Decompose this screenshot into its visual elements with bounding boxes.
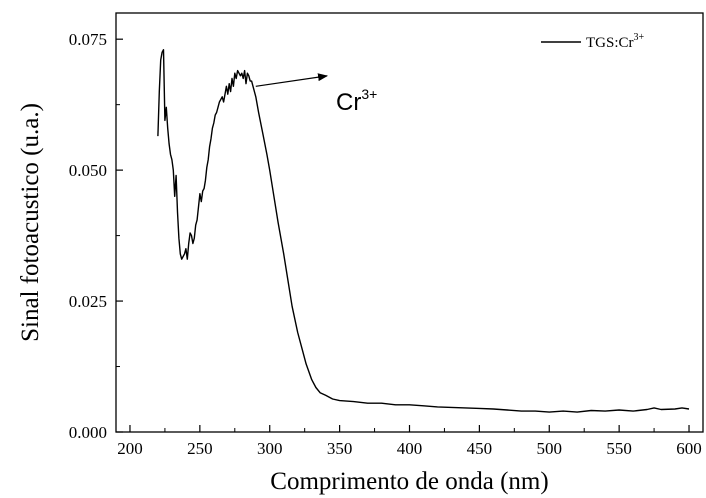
annotation-label: Cr3+ bbox=[336, 86, 377, 116]
annotation-arrow bbox=[255, 73, 329, 87]
x-tick-label: 550 bbox=[606, 439, 632, 458]
legend: TGS:Cr3+ bbox=[541, 32, 645, 51]
y-axis-title: Sinal fotoacustico (u.a.) bbox=[17, 103, 44, 342]
legend-label: TGS:Cr3+ bbox=[586, 32, 645, 51]
x-tick-label: 350 bbox=[327, 439, 353, 458]
x-axis-title: Comprimento de onda (nm) bbox=[270, 468, 548, 495]
x-tick-label: 400 bbox=[397, 439, 423, 458]
x-tick-label: 250 bbox=[187, 439, 213, 458]
series-line bbox=[157, 49, 690, 413]
y-tick-label: 0.025 bbox=[69, 292, 107, 311]
y-tick-label: 0.050 bbox=[69, 161, 107, 180]
x-tick-label: 500 bbox=[537, 439, 563, 458]
y-tick-label: 0.075 bbox=[69, 30, 107, 49]
series-layer bbox=[157, 49, 690, 413]
x-tick-label: 300 bbox=[257, 439, 283, 458]
plot-border bbox=[115, 12, 704, 433]
x-tick-label: 200 bbox=[117, 439, 143, 458]
axis-ticks: 200 250 300 350 400 450 500 550 600 0.000 0.025 0.0… bbox=[69, 30, 702, 458]
plot-frame bbox=[115, 12, 704, 433]
y-tick-label: 0.000 bbox=[69, 423, 107, 442]
x-tick-label: 450 bbox=[467, 439, 493, 458]
x-tick-label: 600 bbox=[676, 439, 702, 458]
annotation-layer: Cr3+ bbox=[255, 73, 377, 116]
